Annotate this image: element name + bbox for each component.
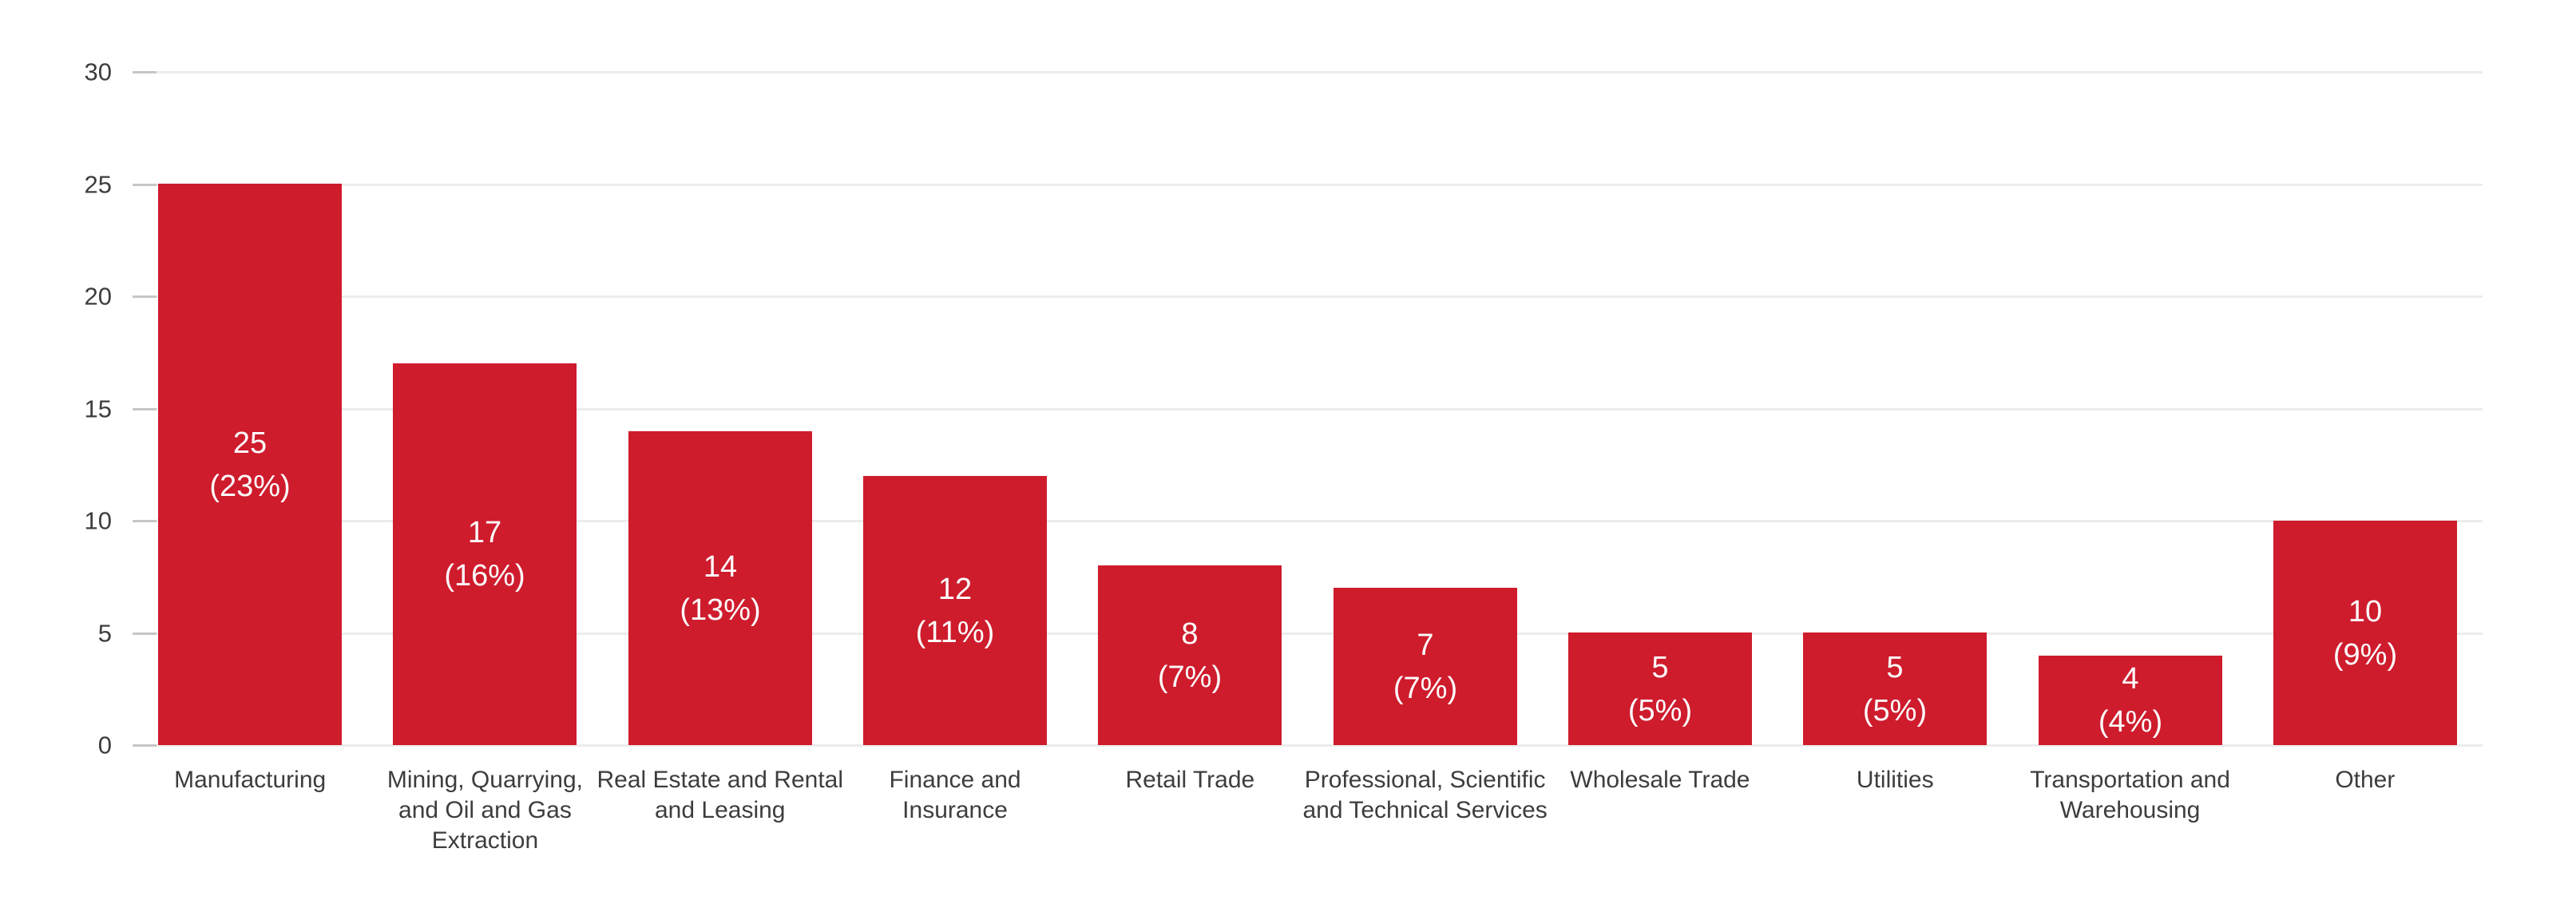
bar-percent: (16%) [444,559,525,593]
x-axis-label-line: Warehousing [2059,797,2201,823]
y-tick-label: 30 [84,57,112,86]
y-axis-tick [133,632,157,635]
bar-percent: (13%) [680,593,761,627]
x-axis-label-line: Transportation and [2030,767,2230,793]
x-axis-label: Retail Trade [1062,765,1318,795]
bar-value-label: 10 (9%) [2273,521,2457,745]
x-axis-label-line: Retail Trade [1125,767,1255,793]
bar [1568,632,1752,745]
bar-percent: (23%) [209,469,291,503]
x-axis-label: Real Estate and Rental and Leasing [592,765,848,826]
bar-count: 5 [1886,650,1904,684]
bar-percent: (7%) [1393,671,1458,705]
bar-percent: (11%) [915,615,995,649]
bar-count: 25 [232,426,268,460]
bar [863,476,1047,745]
y-tick-label: 10 [84,506,112,535]
gridline [133,744,2483,747]
bar-value-label: 8 (7%) [1098,565,1282,745]
x-axis-label-line: Mining, Quarrying, [386,767,583,793]
bar-value-label: 14 (13%) [628,431,812,745]
y-tick-label: 5 [97,619,112,648]
y-axis-tick [133,184,157,186]
bar-value-label: 17 (16%) [393,363,577,745]
bar-percent: (9%) [2332,637,2398,672]
y-tick-label: 20 [84,282,112,311]
x-axis-label-line: Other [2335,767,2396,793]
bar-percent: (7%) [1157,660,1223,694]
gridline [133,408,2483,410]
gridline [133,184,2483,186]
bar-count: 4 [2122,662,2139,696]
x-axis-label-line: Insurance [902,797,1008,823]
x-axis-label: Finance and Insurance [827,765,1083,826]
bar-percent: (4%) [2098,705,2163,739]
y-tick-label: 15 [84,395,112,423]
bar-value-label: 4 (4%) [2039,656,2222,745]
bar [1803,632,1987,745]
x-axis-label-line: Real Estate and Rental [596,767,844,793]
bar-value-label: 5 (5%) [1803,632,1987,745]
x-axis-label-line: Professional, Scientific [1304,767,1546,793]
x-axis-label: Professional, Scientific and Technical Se… [1298,765,1553,826]
x-axis-label: Other [2237,765,2493,795]
bar-value-label: 25 (23%) [158,184,342,745]
x-axis-label-line: Extraction [431,827,539,854]
bar [158,184,342,745]
x-axis-label: Mining, Quarrying, and Oil and Gas Extract… [357,765,612,856]
x-axis-label: Wholesale Trade [1532,765,1788,795]
bar [1098,565,1282,745]
bar-count: 14 [703,549,738,584]
x-axis-label-line: Utilities [1856,767,1934,793]
bar-count: 8 [1181,617,1199,651]
bar-count: 5 [1651,650,1669,684]
bar-count: 10 [2348,594,2383,628]
x-axis-label: Utilities [1767,765,2023,795]
bar-count: 17 [467,516,502,549]
bar [393,363,577,745]
bar-value-label: 12 (11%) [863,476,1047,745]
gridline [133,71,2483,73]
bar-value-label: 7 (7%) [1334,588,1517,745]
y-tick-label: 0 [97,731,112,759]
y-axis-tick [133,520,157,522]
y-axis-tick [133,295,157,298]
x-axis-label-line: Finance and [889,767,1021,793]
bar-percent: (5%) [1862,693,1928,728]
bar-count: 12 [937,572,973,606]
x-axis-label-line: and Technical Services [1302,797,1548,823]
gridline [133,632,2483,635]
y-axis-tick [133,744,157,747]
bar-count: 7 [1417,628,1434,662]
bar [1334,588,1517,745]
bar-value-label: 5 (5%) [1568,632,1752,745]
x-axis-label: Transportation and Warehousing [2003,765,2258,826]
y-tick-label: 25 [84,170,112,199]
gridline [133,520,2483,522]
bar-percent: (5%) [1627,693,1693,728]
bar [2039,656,2222,745]
x-axis-label-line: and Leasing [655,797,786,823]
x-axis-label: Manufacturing [122,765,378,795]
x-axis-label-line: Wholesale Trade [1570,767,1750,793]
bar [2273,521,2457,745]
x-axis-label-line: Manufacturing [174,767,327,793]
y-axis-tick [133,408,157,410]
bar [628,431,812,745]
gridline [133,295,2483,298]
y-axis-tick [133,71,157,73]
x-axis-label-line: and Oil and Gas [398,797,572,823]
